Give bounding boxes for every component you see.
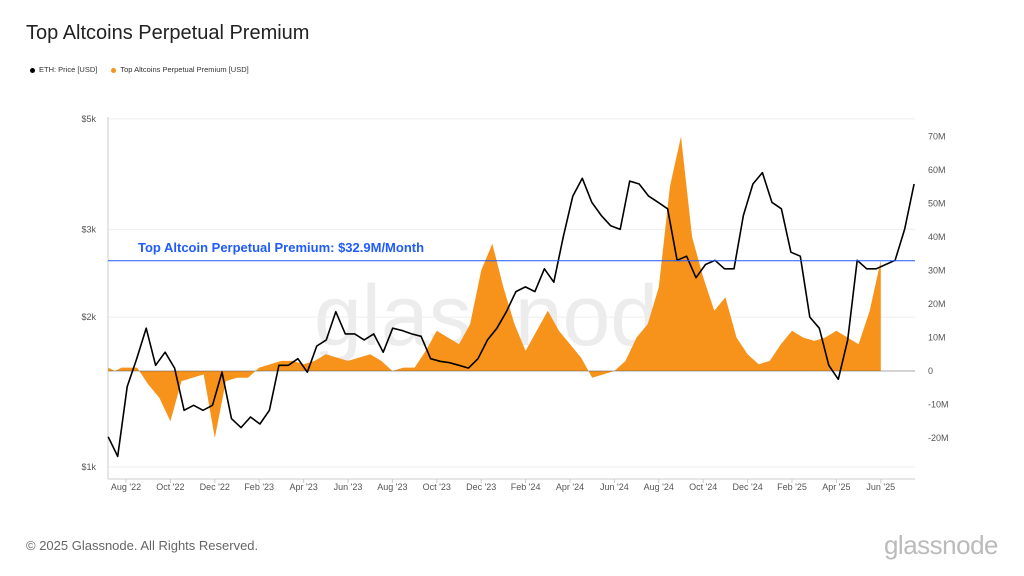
y-right-tick-label: 60M [928,165,946,175]
black-dot-icon [30,67,35,73]
orange-dot-icon [111,67,117,73]
x-tick-label: Oct '22 [156,482,184,492]
y-right-tick-label: -10M [928,400,949,410]
chart-title: Top Altcoins Perpetual Premium [26,22,310,44]
x-tick-label: Aug '22 [111,482,141,492]
x-tick-label: Apr '23 [289,482,317,492]
x-tick-label: Jun '24 [600,482,629,492]
annotation-label: Top Altcoin Perpetual Premium: $32.9M/Mo… [138,240,424,255]
x-tick-label: Aug '23 [377,482,407,492]
premium-area [108,136,881,438]
y-right-tick-label: 20M [928,299,946,309]
x-tick-label: Dec '22 [200,482,230,492]
x-tick-label: Apr '24 [556,482,584,492]
x-tick-label: Oct '23 [423,482,451,492]
x-tick-label: Jun '25 [866,482,895,492]
legend-label: Top Altcoins Perpetual Premium [USD] [120,65,249,74]
y-left-tick-label: $1k [81,462,96,472]
legend-label: ETH: Price [USD] [39,65,98,74]
copyright: © 2025 Glassnode. All Rights Reserved. [26,538,259,553]
legend-item-eth[interactable]: ETH: Price [USD] [30,65,97,74]
y-left-tick-label: $2k [81,312,96,322]
brand-logo: glassnode [883,530,999,560]
x-tick-label: Aug '24 [644,482,674,492]
eth-price-line [107,171,915,458]
legend: ETH: Price [USD] Top Altcoins Perpetual … [30,65,249,74]
x-tick-label: Dec '24 [732,482,762,492]
y-right-tick-label: 0 [928,366,933,376]
x-tick-label: Feb '24 [511,482,541,492]
y-right-tick-label: 10M [928,333,946,343]
x-tick-label: Feb '23 [244,482,274,492]
x-tick-label: Feb '25 [777,482,807,492]
y-right-tick-label: -20M [928,433,949,443]
x-tick-label: Apr '25 [822,482,850,492]
y-left-tick-label: $5k [81,114,96,124]
x-tick-label: Jun '23 [334,482,363,492]
y-right-tick-label: 50M [928,199,946,209]
y-left-tick-label: $3k [81,224,96,234]
y-right-tick-label: 40M [928,232,946,242]
x-tick-label: Oct '24 [689,482,717,492]
legend-item-premium[interactable]: Top Altcoins Perpetual Premium [USD] [111,65,249,74]
y-right-tick-label: 30M [928,266,946,276]
y-right-tick-label: 70M [928,132,946,142]
x-tick-label: Dec '23 [466,482,496,492]
